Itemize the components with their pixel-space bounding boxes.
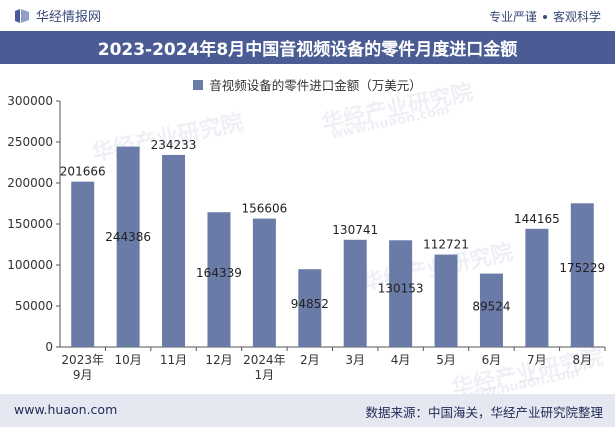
x-tick-label: 8月 — [572, 353, 592, 367]
bar — [525, 228, 549, 347]
data-label: 112721 — [423, 238, 469, 252]
data-label: 175229 — [559, 261, 605, 275]
bar — [207, 212, 231, 347]
footer-source: 数据来源：中国海关，华经产业研究院整理 — [365, 405, 603, 420]
legend: 音视频设备的零件进口金额（万美元） — [0, 75, 615, 94]
tagline: 专业严谨 客观科学 — [489, 8, 601, 25]
x-tick-label: 5月 — [436, 353, 456, 367]
y-tick-label: 100000 — [7, 258, 53, 272]
bar-chart: 0 50000 100000 150000 200000 250000 300000 2023… — [7, 94, 606, 382]
x-tick-label: 6月 — [482, 353, 502, 367]
tagline-second: 客观科学 — [552, 10, 601, 24]
data-label: 164339 — [196, 266, 242, 280]
data-label: 89524 — [472, 300, 510, 314]
brand: 华经情报网 — [14, 6, 101, 25]
legend-swatch — [193, 79, 204, 90]
y-tick-label: 0 — [45, 340, 53, 354]
data-label: 94852 — [291, 297, 329, 311]
x-tick-label: 12月 — [205, 353, 232, 367]
legend-label: 音视频设备的零件进口金额（万美元） — [209, 78, 422, 93]
brand-name: 华经情报网 — [36, 10, 102, 25]
bar — [479, 273, 503, 347]
bar — [116, 146, 140, 347]
tagline-dot-icon — [542, 14, 547, 19]
x-tick-label: 2月 — [300, 353, 320, 367]
data-label: 201666 — [60, 165, 106, 179]
data-label: 130153 — [378, 281, 424, 295]
y-tick-label: 150000 — [7, 217, 53, 231]
tagline-first: 专业严谨 — [488, 10, 537, 24]
brand-logo-icon — [15, 8, 29, 23]
top-bar: 华经情报网 专业严谨 客观科学 — [0, 0, 615, 30]
y-tick-label: 250000 — [7, 135, 53, 149]
data-label: 234233 — [151, 138, 197, 152]
x-tick-label: 4月 — [391, 353, 411, 367]
y-tick-label: 200000 — [7, 176, 53, 190]
x-tick-label: 2023年 9月 — [61, 353, 104, 382]
bar — [343, 239, 367, 347]
bar — [298, 269, 322, 347]
bar — [434, 254, 458, 347]
x-tick-label: 3月 — [345, 353, 365, 367]
bar — [162, 154, 186, 347]
chart-title: 2023-2024年8月中国音视频设备的零件月度进口金额 — [0, 31, 615, 64]
bar — [570, 203, 594, 347]
x-tick-label: 7月 — [527, 353, 547, 367]
footer-url: www.huaon.com — [14, 402, 118, 417]
data-label: 144165 — [514, 212, 560, 226]
bar — [71, 181, 95, 347]
bar — [389, 240, 413, 347]
data-label: 130741 — [332, 223, 378, 237]
footer: www.huaon.com 数据来源：中国海关，华经产业研究院整理 — [0, 394, 615, 427]
x-tick-label: 10月 — [114, 353, 141, 367]
x-tick-label: 11月 — [160, 353, 187, 367]
x-tick-label: 2024年 1月 — [243, 353, 286, 382]
data-label: 244386 — [105, 230, 151, 244]
data-label: 156606 — [241, 202, 287, 216]
bar — [252, 218, 276, 347]
y-tick-label: 300000 — [7, 94, 53, 108]
y-tick-label: 50000 — [15, 299, 53, 313]
